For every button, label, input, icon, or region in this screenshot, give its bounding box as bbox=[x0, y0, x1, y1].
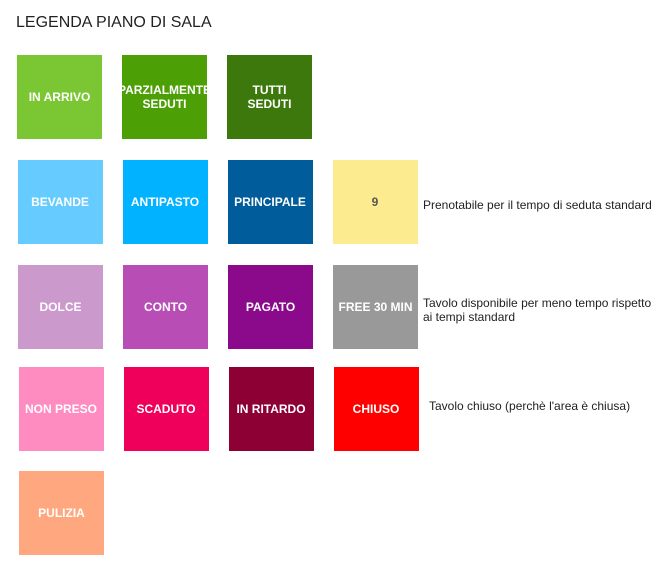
legend-tile: PRINCIPALE bbox=[227, 160, 313, 244]
legend-tile: PARZIALMENTE SEDUTI bbox=[122, 55, 207, 139]
legend-tile: PULIZIA bbox=[19, 471, 104, 555]
legend-tile: DOLCE bbox=[18, 265, 103, 349]
legend-tile: CONTO bbox=[123, 265, 208, 349]
legend-tile: 9 bbox=[332, 160, 418, 244]
legend-description: Tavolo disponibile per meno tempo rispet… bbox=[423, 296, 652, 324]
legend-description: Tavolo chiuso (perchè l'area è chiusa) bbox=[429, 399, 631, 413]
title: LEGENDA PIANO DI SALA bbox=[16, 14, 212, 31]
legend-tile: TUTTI SEDUTI bbox=[227, 55, 312, 139]
legend-description: Prenotabile per il tempo di seduta stand… bbox=[423, 198, 652, 212]
legend-tile: ANTIPASTO bbox=[122, 160, 208, 244]
legend-tile: CHIUSO bbox=[333, 367, 419, 451]
legend-tile: SCADUTO bbox=[123, 367, 209, 451]
legend-tile: NON PRESO bbox=[18, 367, 104, 451]
legend-tile: BEVANDE bbox=[17, 160, 103, 244]
legend-tile: FREE 30 MIN bbox=[333, 265, 418, 349]
legend-tile: IN RITARDO bbox=[228, 367, 314, 451]
legend-tile: IN ARRIVO bbox=[17, 55, 102, 139]
legend-tile: PAGATO bbox=[228, 265, 313, 349]
